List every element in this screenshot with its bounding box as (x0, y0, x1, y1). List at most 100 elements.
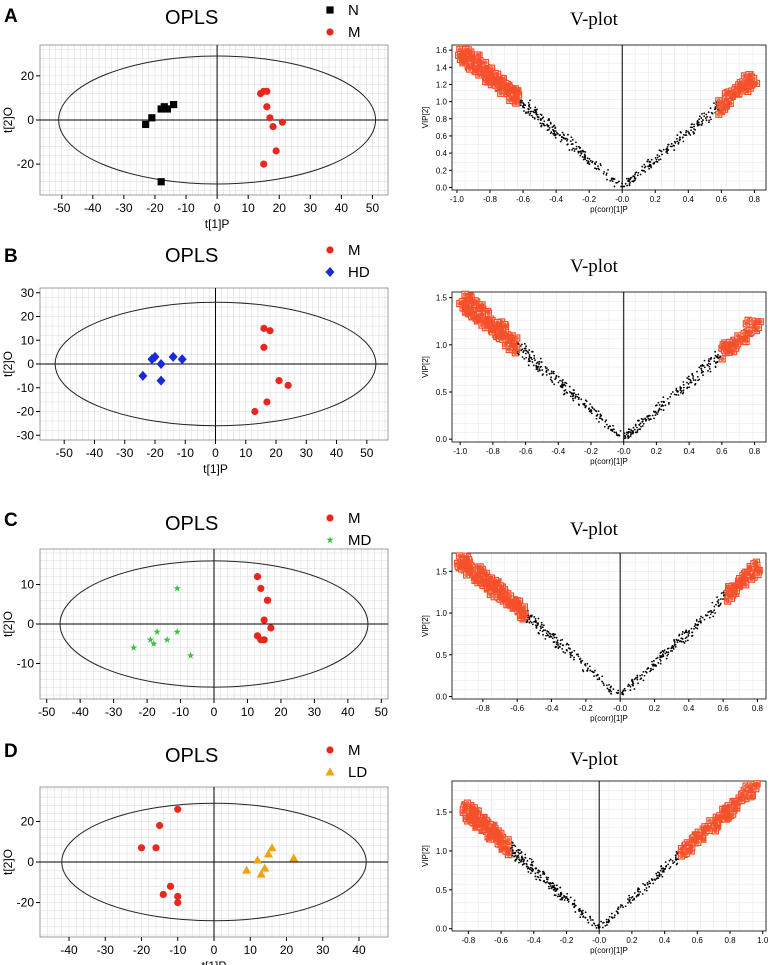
vip-point (527, 108, 530, 111)
vip-point (545, 634, 547, 637)
vip-point (546, 880, 548, 883)
vip-point (574, 141, 577, 144)
vip-point (532, 364, 535, 367)
vip-selected-fill (747, 328, 752, 334)
vip-point (691, 123, 693, 125)
vip-point (688, 386, 691, 389)
vip-selected-fill (511, 605, 516, 610)
vip-point (710, 118, 712, 121)
data-point-M (266, 114, 274, 122)
data-point-MD (150, 639, 158, 647)
vip-point (529, 620, 532, 623)
data-point-HD (138, 370, 148, 381)
vip-point (667, 651, 670, 654)
vip-selected-fill (517, 599, 522, 604)
vip-point (572, 399, 575, 402)
vip-selected-fill (731, 349, 736, 354)
vip-point (528, 616, 531, 619)
vip-selected-fill (494, 589, 500, 594)
vip-point (676, 140, 679, 143)
vip-point (622, 906, 625, 909)
vip-selected-fill (499, 591, 504, 596)
vip-point (680, 131, 682, 134)
vip-selected-fill (751, 76, 756, 81)
vip-point (651, 660, 653, 663)
vip-point (632, 426, 635, 429)
y-tick-label: 1.0 (436, 341, 448, 350)
vip-point (636, 678, 639, 681)
x-tick-label: -0.4 (551, 447, 565, 456)
x-tick-label: -0.4 (527, 936, 541, 945)
vip-point (544, 881, 547, 884)
vip-point (545, 373, 548, 376)
vip-point (559, 892, 562, 895)
vip-point (594, 924, 597, 927)
vip-point (533, 354, 536, 357)
vip-point (687, 634, 690, 637)
vip-selected-fill (489, 73, 494, 79)
v-plot-A: -1.0 -0.8 -0.6 -0.4 -0.2 -0.0 0.2 0.4 0.6 0.8 0.0 0… (421, 44, 767, 214)
vip-selected-fill (741, 331, 747, 336)
data-point-M (260, 160, 268, 168)
vip-point (534, 359, 536, 362)
vip-point (518, 852, 521, 855)
vip-selected-fill (735, 341, 740, 347)
vip-point (559, 886, 562, 889)
vip-point (637, 888, 639, 891)
vip-point (529, 112, 532, 115)
x-tick-label: 10 (239, 446, 253, 460)
vip-point (562, 896, 564, 899)
vip-point (631, 678, 634, 681)
vip-point (646, 160, 649, 163)
y-tick-label: 0.6 (436, 132, 448, 141)
vip-point (655, 411, 658, 414)
vip-point (581, 909, 584, 912)
data-point-M (269, 123, 277, 131)
vip-point (658, 873, 661, 876)
vip-point (676, 641, 679, 644)
vip-point (584, 911, 587, 914)
vip-point (589, 159, 592, 162)
vip-point (517, 851, 520, 854)
vip-point (553, 383, 556, 386)
vip-point (611, 180, 614, 183)
vip-point (569, 654, 572, 656)
x-tick-label: -40 (86, 446, 104, 460)
vip-point (615, 432, 618, 435)
vip-point (643, 883, 646, 886)
vip-point (682, 389, 685, 392)
vip-point (679, 640, 682, 642)
x-tick-label: 0 (211, 943, 218, 957)
vip-point (591, 924, 594, 927)
vip-point (671, 859, 674, 862)
vip-point (513, 844, 516, 847)
vip-point (589, 410, 592, 413)
vip-point (522, 350, 525, 352)
vip-point (722, 591, 725, 594)
vip-point (526, 616, 529, 619)
vip-point (530, 866, 532, 869)
vip-point (536, 875, 539, 878)
vip-point (529, 872, 532, 875)
vip-point (529, 615, 532, 617)
vip-point (565, 382, 568, 385)
vip-selected-fill (725, 99, 730, 104)
vip-point (655, 877, 658, 880)
vip-point (583, 156, 586, 159)
vip-point (544, 366, 547, 368)
vip-selected-fill (503, 848, 509, 854)
vip-point (712, 615, 715, 618)
vip-point (577, 398, 580, 401)
vip-point (524, 853, 527, 856)
vip-point (684, 637, 687, 640)
vip-point (688, 132, 691, 135)
vip-point (633, 897, 636, 900)
vip-point (714, 354, 717, 357)
vip-point (554, 377, 557, 380)
vip-selected-fill (482, 820, 487, 825)
vip-point (623, 185, 626, 188)
x-tick-label: -50 (38, 705, 56, 719)
panel-label-B: B (4, 246, 18, 267)
vip-point (573, 899, 576, 902)
vip-point (692, 377, 695, 379)
